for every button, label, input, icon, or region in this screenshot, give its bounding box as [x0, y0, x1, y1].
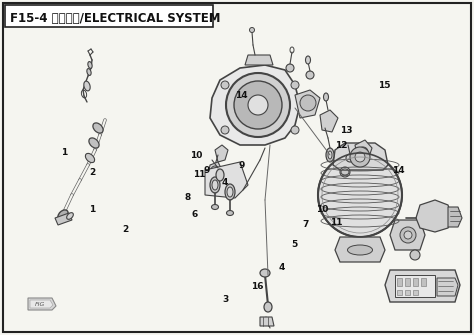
Bar: [397, 278, 402, 286]
Text: 4: 4: [279, 264, 285, 272]
Text: 12: 12: [335, 141, 347, 150]
Circle shape: [404, 231, 412, 239]
Text: 1: 1: [89, 205, 96, 214]
Text: 14: 14: [392, 166, 404, 175]
Text: 10: 10: [191, 151, 203, 160]
Ellipse shape: [216, 169, 224, 181]
Ellipse shape: [88, 62, 92, 68]
Circle shape: [234, 81, 282, 129]
Text: 3: 3: [222, 295, 228, 304]
Text: 9: 9: [238, 161, 245, 170]
Circle shape: [340, 167, 350, 177]
Polygon shape: [385, 270, 460, 302]
Bar: [413, 278, 418, 286]
Circle shape: [350, 147, 370, 167]
Ellipse shape: [249, 27, 255, 32]
Bar: [405, 278, 410, 286]
Circle shape: [221, 81, 229, 89]
Text: 1: 1: [61, 148, 67, 157]
Bar: [421, 278, 426, 286]
Text: 9: 9: [203, 166, 210, 175]
Circle shape: [410, 250, 420, 260]
Polygon shape: [295, 90, 320, 118]
Polygon shape: [55, 213, 72, 225]
Ellipse shape: [227, 210, 234, 215]
Ellipse shape: [328, 151, 332, 159]
Ellipse shape: [306, 56, 310, 64]
Text: 11: 11: [193, 170, 205, 179]
Bar: [397, 290, 402, 295]
Text: 11: 11: [330, 218, 343, 227]
Polygon shape: [448, 207, 462, 227]
Polygon shape: [335, 237, 385, 262]
Ellipse shape: [227, 187, 233, 197]
Circle shape: [300, 95, 316, 111]
Bar: [405, 290, 410, 295]
Text: 2: 2: [89, 168, 96, 177]
Text: 2: 2: [122, 225, 129, 234]
Circle shape: [400, 227, 416, 243]
Polygon shape: [320, 110, 338, 132]
Circle shape: [306, 71, 314, 79]
Polygon shape: [260, 317, 274, 326]
Circle shape: [248, 95, 268, 115]
Circle shape: [318, 153, 402, 237]
Text: 10: 10: [316, 205, 328, 214]
Ellipse shape: [212, 180, 218, 190]
Text: 14: 14: [236, 91, 248, 100]
Text: FIG: FIG: [35, 303, 45, 308]
Polygon shape: [205, 162, 248, 198]
Ellipse shape: [85, 153, 95, 162]
Text: 16: 16: [251, 282, 264, 291]
Polygon shape: [395, 275, 435, 297]
Text: 6: 6: [191, 210, 198, 219]
Circle shape: [291, 126, 299, 134]
Ellipse shape: [58, 210, 68, 220]
Ellipse shape: [84, 81, 90, 91]
Text: F15-4 电装总成/ELECTRICAL SYSTEM: F15-4 电装总成/ELECTRICAL SYSTEM: [10, 11, 220, 24]
Ellipse shape: [323, 93, 328, 101]
Circle shape: [358, 147, 368, 157]
Ellipse shape: [211, 204, 219, 209]
Polygon shape: [215, 145, 228, 162]
Circle shape: [346, 154, 354, 162]
Polygon shape: [416, 200, 452, 232]
Circle shape: [221, 126, 229, 134]
Ellipse shape: [264, 302, 272, 312]
Ellipse shape: [347, 245, 373, 255]
Circle shape: [291, 81, 299, 89]
Circle shape: [286, 64, 294, 72]
Bar: [413, 290, 418, 295]
Polygon shape: [390, 220, 425, 250]
Polygon shape: [245, 55, 273, 65]
Text: 13: 13: [340, 126, 352, 135]
Polygon shape: [210, 65, 300, 145]
Ellipse shape: [225, 184, 235, 200]
Circle shape: [211, 166, 219, 174]
Ellipse shape: [210, 177, 220, 193]
Circle shape: [355, 152, 365, 162]
Polygon shape: [437, 278, 458, 296]
Ellipse shape: [67, 213, 73, 219]
Text: 8: 8: [184, 193, 191, 202]
Ellipse shape: [93, 123, 103, 133]
Polygon shape: [28, 298, 56, 310]
Text: 5: 5: [291, 240, 297, 249]
Text: 15: 15: [378, 81, 390, 90]
Text: 4: 4: [222, 178, 228, 187]
Polygon shape: [333, 143, 388, 170]
Ellipse shape: [260, 269, 270, 277]
Ellipse shape: [89, 138, 99, 148]
Polygon shape: [355, 140, 372, 160]
Polygon shape: [208, 162, 222, 178]
Circle shape: [226, 73, 290, 137]
Ellipse shape: [87, 69, 91, 75]
Text: 7: 7: [302, 220, 309, 229]
Bar: [5, 5, 213, 27]
Ellipse shape: [326, 148, 334, 162]
Polygon shape: [30, 300, 53, 308]
